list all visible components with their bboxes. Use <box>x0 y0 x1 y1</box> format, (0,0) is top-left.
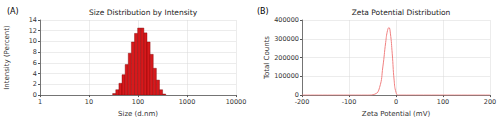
svg-text:10: 10 <box>29 37 37 45</box>
svg-text:14: 14 <box>29 16 37 24</box>
svg-text:1: 1 <box>38 98 42 106</box>
svg-text:-200: -200 <box>295 98 310 106</box>
svg-text:(B): (B) <box>257 7 269 16</box>
svg-text:0: 0 <box>33 91 37 99</box>
svg-text:200: 200 <box>484 98 496 106</box>
svg-text:10: 10 <box>85 98 93 106</box>
svg-text:400000: 400000 <box>274 16 299 24</box>
svg-text:12: 12 <box>29 27 37 35</box>
svg-text:100: 100 <box>132 98 144 106</box>
svg-text:0: 0 <box>294 91 299 100</box>
svg-text:1000: 1000 <box>179 98 196 106</box>
svg-text:200000: 200000 <box>274 54 299 62</box>
svg-text:100: 100 <box>437 98 449 106</box>
svg-text:Zeta Potential (mV): Zeta Potential (mV) <box>362 110 431 118</box>
svg-text:10000: 10000 <box>226 98 247 106</box>
svg-text:Size Distribution by Intensity: Size Distribution by Intensity <box>89 8 198 17</box>
svg-text:2: 2 <box>33 80 37 88</box>
svg-text:(A): (A) <box>7 7 19 16</box>
svg-text:Zeta Potential Distribution: Zeta Potential Distribution <box>352 8 451 17</box>
svg-text:Size (d.nm): Size (d.nm) <box>118 110 158 118</box>
svg-text:-100: -100 <box>342 98 357 106</box>
svg-text:Total Counts: Total Counts <box>263 36 271 80</box>
svg-text:300000: 300000 <box>274 35 299 43</box>
svg-text:0: 0 <box>394 98 398 106</box>
svg-text:Intensity (Percent): Intensity (Percent) <box>3 25 11 90</box>
svg-text:100000: 100000 <box>274 72 299 80</box>
svg-text:8: 8 <box>33 48 37 56</box>
svg-text:6: 6 <box>33 59 37 67</box>
svg-text:4: 4 <box>33 70 37 78</box>
